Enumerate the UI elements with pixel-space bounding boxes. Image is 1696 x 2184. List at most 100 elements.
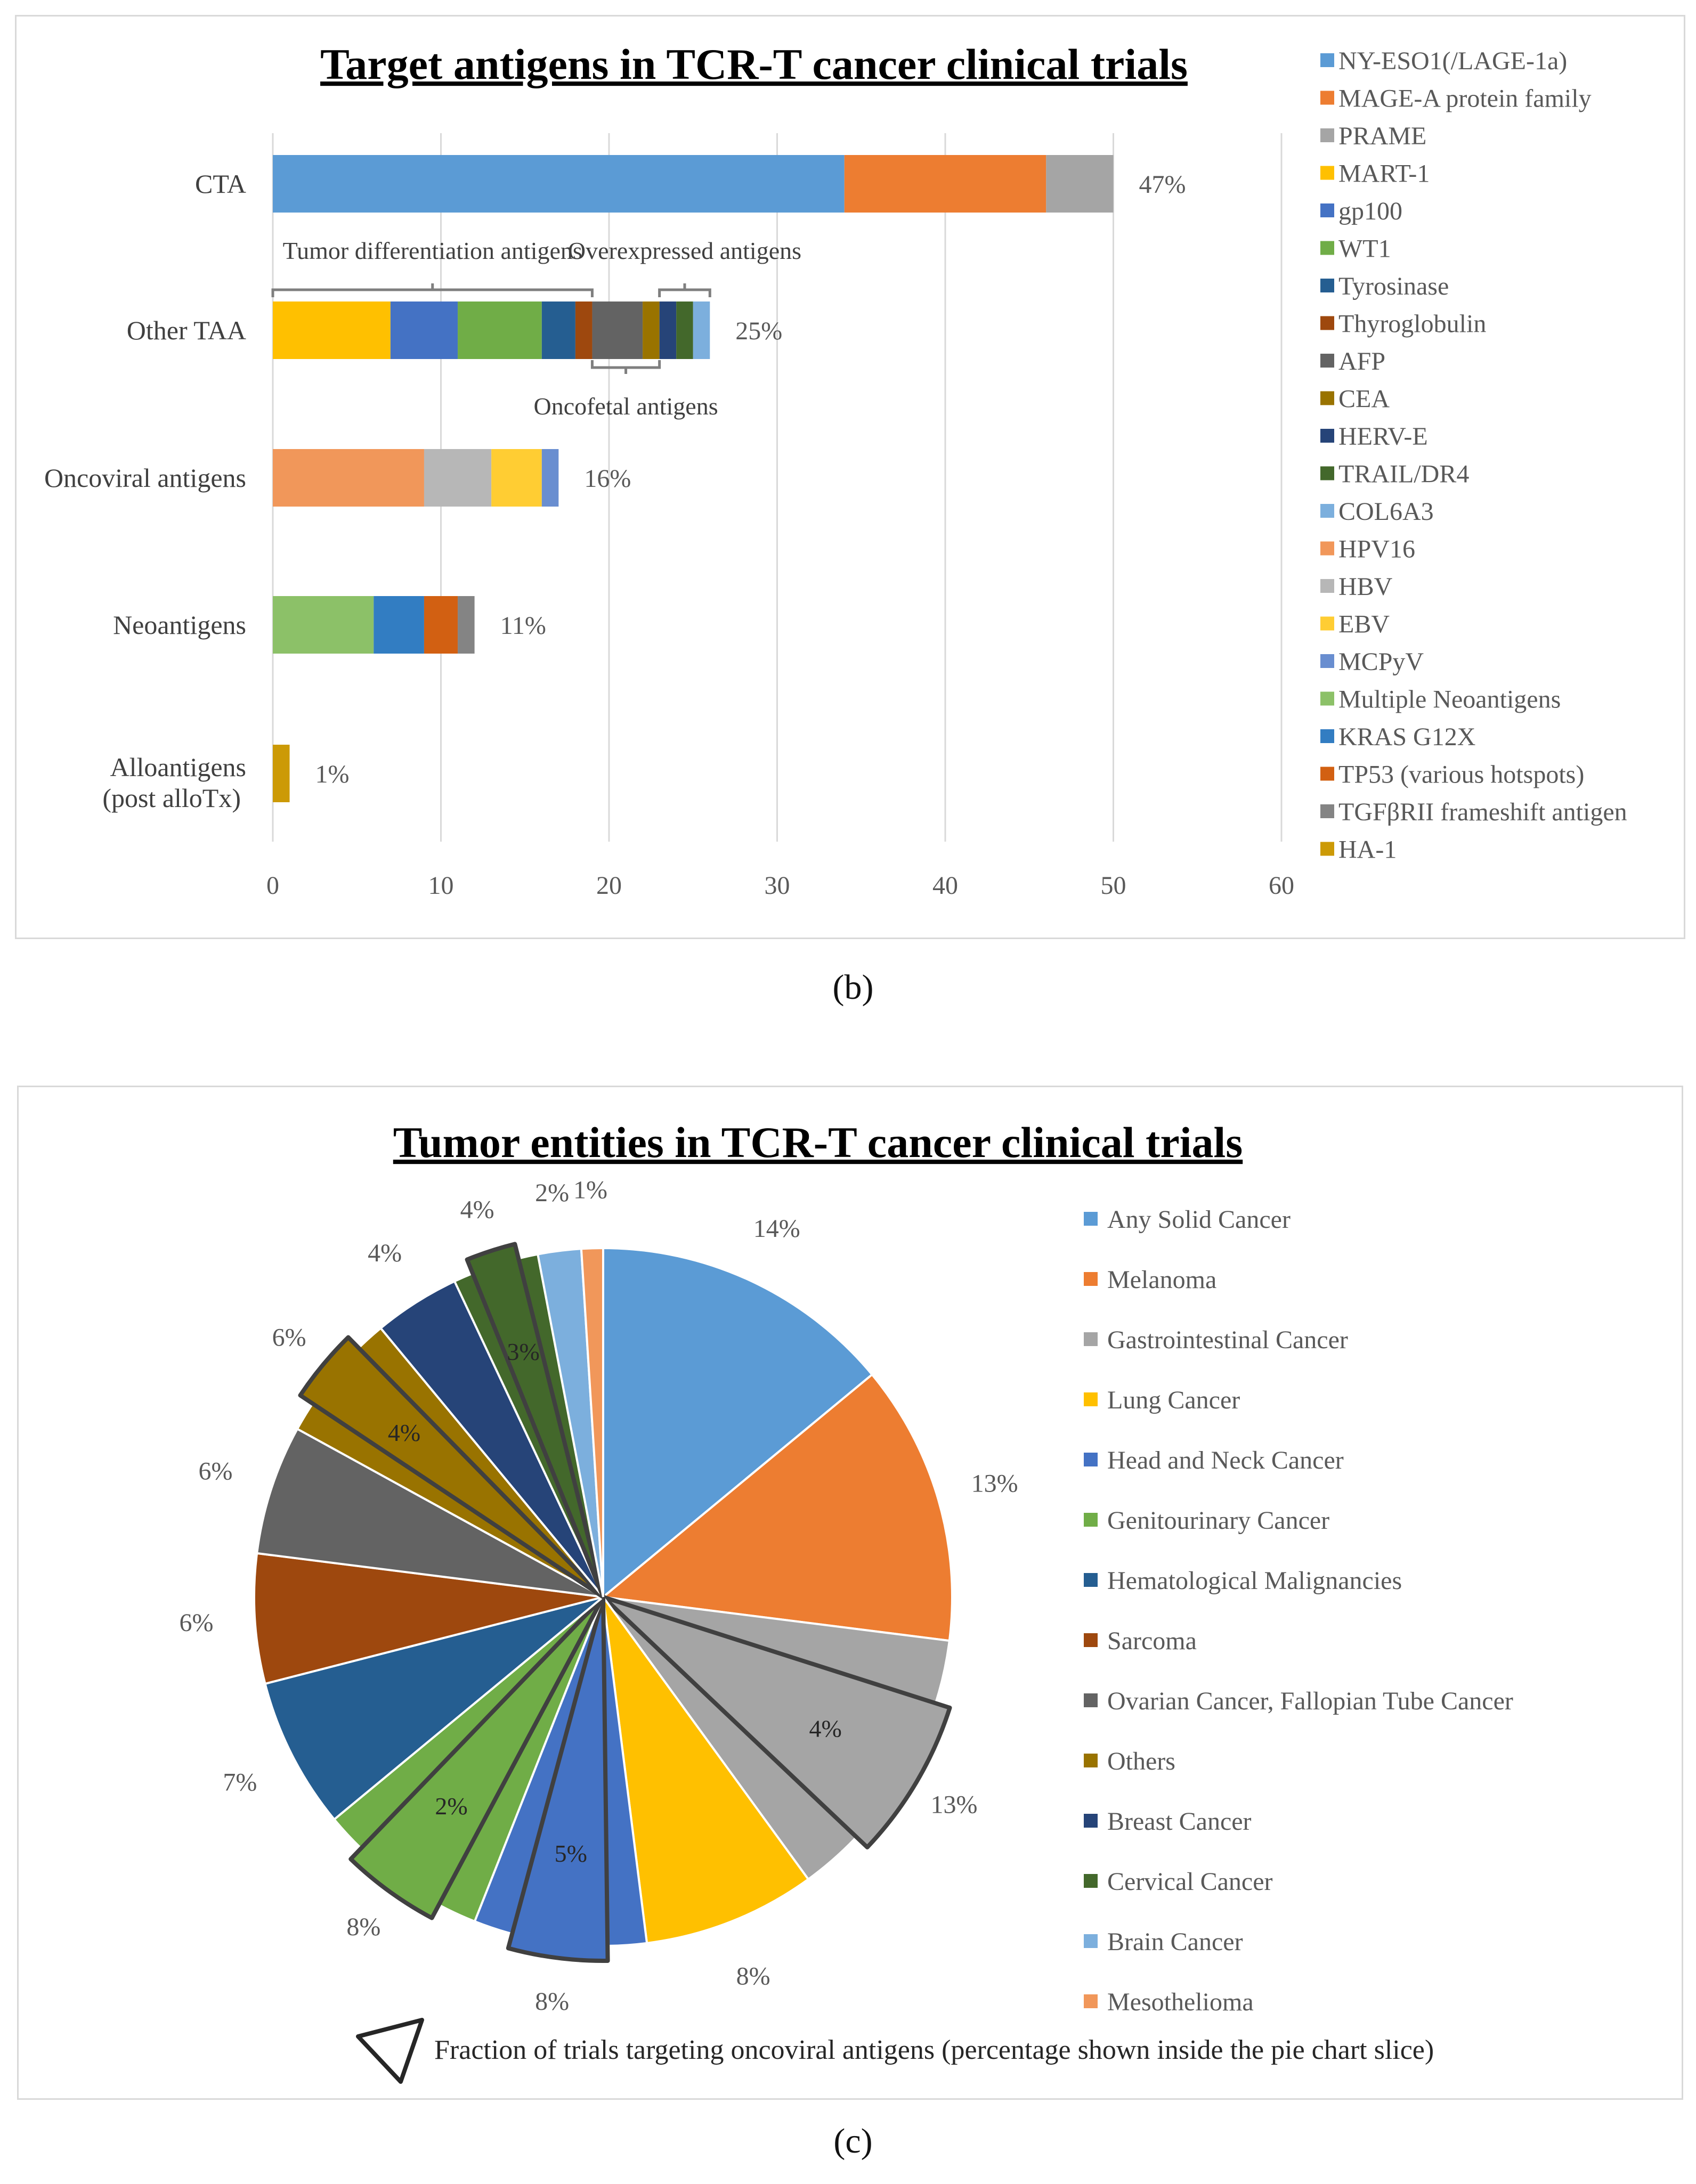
legend-label-ha-1: HA-1 [1338, 836, 1397, 864]
bracket [271, 283, 594, 297]
percent-label: 11% [500, 612, 546, 640]
chart-title: Tumor entities in TCR-T cancer clinical … [393, 1118, 1243, 1167]
legend-swatch-cea [1320, 391, 1334, 405]
legend-label-head-and-neck-cancer: Head and Neck Cancer [1107, 1446, 1344, 1474]
bar-prame [1046, 155, 1114, 213]
bar-col6a3 [693, 301, 710, 359]
slice-percent-label: 13% [930, 1790, 977, 1819]
slice-percent-label: 8% [346, 1913, 380, 1941]
legend-swatch-melanoma [1084, 1272, 1098, 1286]
legend-label-breast-cancer: Breast Cancer [1107, 1807, 1252, 1836]
bar-ny-eso1-lage-1a [273, 155, 845, 213]
slice-hematological-malignancies [264, 1596, 604, 1821]
percent-label: 47% [1139, 170, 1186, 199]
bar-mcpyv [541, 449, 559, 507]
oncoviral-fraction-others [298, 1335, 605, 1599]
legend-label-any-solid-cancer: Any Solid Cancer [1107, 1205, 1291, 1234]
legend-label-gp100: gp100 [1338, 197, 1402, 225]
legend-label-prame: PRAME [1338, 122, 1426, 150]
slice-percent-label: 6% [180, 1609, 214, 1637]
bar-thyroglobulin [575, 301, 593, 359]
legend-swatch-genitourinary-cancer [1084, 1513, 1098, 1527]
legend-swatch-hbv [1320, 579, 1334, 593]
oncoviral-percent-label: 4% [809, 1715, 842, 1742]
legend-swatch-trail-dr4 [1320, 466, 1334, 480]
legend-swatch-multiple-neoantigens [1320, 691, 1334, 706]
legend-swatch-ha-1 [1320, 842, 1334, 856]
category-sublabel: (post alloTx) [102, 783, 241, 813]
bar-hpv16 [273, 449, 424, 507]
legend-swatch-tyrosinase [1320, 279, 1334, 292]
category-label: Oncoviral antigens [44, 463, 246, 493]
legend-swatch-thyroglobulin [1320, 316, 1334, 330]
legend-label-ebv: EBV [1338, 610, 1390, 639]
oncoviral-percent-label: 4% [388, 1419, 420, 1446]
legend-label-thyroglobulin: Thyroglobulin [1338, 310, 1486, 338]
bar-hbv [424, 449, 492, 507]
legend-swatch-mesothelioma [1084, 1994, 1098, 2008]
bracket [658, 283, 711, 297]
legend-swatch-gp100 [1320, 203, 1334, 217]
legend-label-brain-cancer: Brain Cancer [1107, 1928, 1243, 1956]
oncoviral-percent-label: 5% [555, 1840, 587, 1867]
footnote-slice-icon [356, 2018, 424, 2084]
slice-percent-label: 6% [198, 1457, 232, 1486]
legend-swatch-kras-g12x [1320, 729, 1334, 743]
oncoviral-fraction-genitourinary-cancer [348, 1595, 605, 1920]
legend-label-hpv16: HPV16 [1338, 535, 1415, 564]
legend-label-mage-a-protein-family: MAGE-A protein family [1338, 85, 1592, 113]
slice-percent-label: 6% [272, 1323, 306, 1351]
slice-ovarian-cancer-fallopian-tube-cancer [255, 1427, 604, 1598]
bar-afp [592, 301, 643, 359]
oncoviral-fraction-cervical-cancer [465, 1242, 605, 1599]
bar-tp53-various-hotspots [424, 596, 458, 654]
x-tick-label: 40 [932, 871, 958, 900]
legend-label-ovarian-cancer-fallopian-tube-cancer: Ovarian Cancer, Fallopian Tube Cancer [1107, 1687, 1513, 1715]
legend-swatch-hpv16 [1320, 541, 1334, 556]
legend-swatch-tgf-rii-frameshift-antigen [1320, 804, 1334, 818]
slice-lung-cancer [602, 1596, 810, 1945]
legend-label-wt1: WT1 [1338, 235, 1391, 263]
legend-label-cea: CEA [1338, 385, 1390, 413]
bracket-label: Tumor differentiation antigens [283, 237, 582, 264]
legend-swatch-mage-a-protein-family [1320, 91, 1334, 105]
legend-swatch-tp53-various-hotspots [1320, 767, 1334, 781]
bracket-label: Overexpressed antigens [568, 237, 801, 264]
slice-percent-label: 8% [736, 1962, 770, 1990]
bar-chart: Target antigens in TCR-T cancer clinical… [44, 40, 1627, 900]
legend-label-cervical-cancer: Cervical Cancer [1107, 1868, 1273, 1896]
legend-label-others: Others [1107, 1747, 1175, 1775]
legend-label-mesothelioma: Mesothelioma [1107, 1988, 1254, 2016]
x-tick-label: 0 [266, 871, 279, 900]
caption-b: (b) [832, 968, 874, 1007]
slice-melanoma [601, 1373, 954, 1642]
bar-trail-dr4 [676, 301, 693, 359]
x-tick-label: 30 [765, 871, 790, 900]
slice-percent-label: 13% [971, 1470, 1018, 1498]
legend-label-herv-e: HERV-E [1338, 422, 1428, 451]
legend-label-mcpyv: MCPyV [1338, 648, 1424, 676]
legend-swatch-ny-eso1-lage-1a [1320, 53, 1334, 67]
legend-label-sarcoma: Sarcoma [1107, 1627, 1197, 1655]
legend-label-mart-1: MART-1 [1338, 160, 1430, 188]
legend-label-gastrointestinal-cancer: Gastrointestinal Cancer [1107, 1326, 1348, 1354]
legend-swatch-hematological-malignancies [1084, 1573, 1098, 1587]
legend-label-tyrosinase: Tyrosinase [1338, 272, 1449, 300]
slice-percent-label: 1% [573, 1176, 607, 1204]
caption-c: (c) [833, 2122, 873, 2161]
category-label: Neoantigens [113, 610, 246, 640]
category-label: CTA [195, 169, 246, 199]
legend-label-genitourinary-cancer: Genitourinary Cancer [1107, 1506, 1329, 1535]
slice-percent-label: 7% [223, 1768, 257, 1796]
legend-swatch-col6a3 [1320, 504, 1334, 518]
legend-label-multiple-neoantigens: Multiple Neoantigens [1338, 686, 1561, 714]
slice-percent-label: 2% [535, 1179, 569, 1207]
bar-gp100 [390, 301, 458, 359]
bracket [590, 360, 661, 374]
bar-kras-g12x [374, 596, 424, 654]
legend-swatch-cervical-cancer [1084, 1874, 1098, 1888]
x-tick-label: 20 [596, 871, 622, 900]
legend-label-col6a3: COL6A3 [1338, 498, 1434, 526]
x-tick-label: 60 [1269, 871, 1294, 900]
bar-tgf-rii-frameshift-antigen [458, 596, 475, 654]
